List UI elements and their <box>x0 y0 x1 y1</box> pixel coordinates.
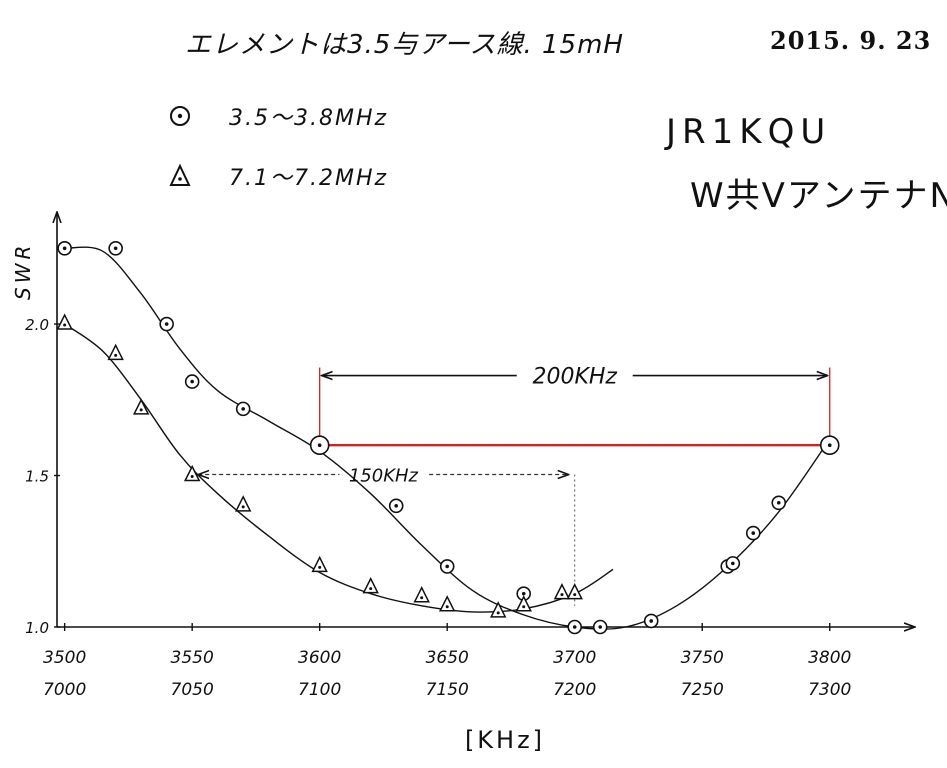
data-point-circle-dot <box>598 625 603 629</box>
y-axis-label: SWR <box>11 242 35 300</box>
x-tick-label-bottom: 7100 <box>298 680 341 700</box>
data-point-triangle <box>234 495 252 512</box>
x-tick-label-top: 3800 <box>808 648 851 668</box>
x-tick-label-top: 3750 <box>681 648 724 668</box>
data-point-circle-dot <box>445 564 449 569</box>
data-point-circle-dot <box>394 504 398 508</box>
date-label: 2015. 9. 23 <box>770 26 932 55</box>
data-point-triangle-dot <box>318 565 322 569</box>
data-point-circle-dot <box>113 246 118 251</box>
x-tick-label-top: 3500 <box>43 648 86 668</box>
data-point-triangle <box>515 595 532 612</box>
x-tick-label-bottom: 7300 <box>808 680 851 700</box>
x-tick-label-bottom: 7150 <box>426 680 469 700</box>
data-point-triangle-dot <box>573 593 577 597</box>
dimension-label-200: 200KHz <box>532 365 617 390</box>
data-point-triangle-dot <box>369 587 373 591</box>
data-point-triangle <box>553 582 571 600</box>
data-point-circle-dot <box>521 591 526 596</box>
data-point-circle-dot <box>62 246 67 251</box>
data-point-triangle <box>107 343 124 361</box>
legend-item-triangle-series: 7.1〜7.2MHz <box>165 158 388 194</box>
series-points-circle <box>57 240 840 635</box>
data-point-circle-dot <box>164 322 169 326</box>
x-tick-label-top: 3600 <box>298 648 341 668</box>
y-tick-label: 1.5 <box>25 468 49 486</box>
data-point-circle-dot <box>731 561 735 566</box>
condition-note: エレメントは3.5与アース線. 15mH <box>185 30 624 60</box>
x-axis-label: [KHz] <box>465 726 545 754</box>
data-point-circle-dot <box>827 443 832 448</box>
dimension-label-bg-200 <box>516 359 633 386</box>
data-point-triangle <box>489 601 507 618</box>
circle-dot-marker-icon <box>170 106 190 126</box>
data-point-triangle-dot <box>496 611 500 615</box>
callsign-label: JR1KQU <box>666 112 832 152</box>
x-tick-label-bottom: 7250 <box>681 680 724 700</box>
data-point-triangle-dot <box>63 323 67 327</box>
x-tick-label-bottom: 7200 <box>553 680 596 700</box>
x-tick-label-top: 3550 <box>171 648 214 668</box>
dimension-label-bg-150 <box>339 462 428 485</box>
data-point-triangle <box>438 595 456 612</box>
data-point-triangle <box>413 586 430 603</box>
series-points-triangle <box>56 313 583 618</box>
data-point-triangle-dot <box>522 605 526 609</box>
data-point-triangle-dot <box>241 505 245 509</box>
data-point-triangle-dot <box>190 475 194 479</box>
x-tick-label-bottom: 7050 <box>171 680 214 700</box>
y-tick-label: 1.0 <box>25 619 49 637</box>
x-tick-label-top: 3650 <box>426 648 469 668</box>
antenna-name-label: W共ⅤアンテナN <box>690 176 947 216</box>
data-point-triangle-dot <box>445 605 449 609</box>
data-point-triangle-dot <box>114 353 118 357</box>
dimension-label-150: 150KHz <box>349 466 419 487</box>
legend-label-circle-series: 3.5〜3.8MHz <box>229 106 389 131</box>
data-point-triangle-dot <box>139 408 143 412</box>
data-point-triangle <box>183 464 201 482</box>
x-tick-label-bottom: 7000 <box>43 680 86 700</box>
data-point-triangle <box>311 555 328 573</box>
legend-item-circle-series: 3.5〜3.8MHz <box>165 98 388 134</box>
y-tick-label: 2.0 <box>25 316 49 334</box>
data-point-circle-dot <box>190 379 194 384</box>
data-point-circle-dot <box>776 500 781 505</box>
legend-label-triangle-series: 7.1〜7.2MHz <box>229 166 389 191</box>
data-point-triangle <box>56 313 73 330</box>
data-point-triangle-dot <box>560 593 564 597</box>
data-point-circle-dot <box>317 443 322 448</box>
data-point-triangle <box>132 398 150 415</box>
data-point-triangle-dot <box>420 596 424 600</box>
data-point-circle-dot <box>241 407 245 411</box>
series-curve-circle <box>64 246 831 630</box>
data-point-triangle <box>566 582 583 600</box>
triangle-marker-icon <box>169 163 191 186</box>
data-point-circle-dot <box>572 625 577 629</box>
data-point-triangle <box>362 576 379 594</box>
x-tick-label-top: 3700 <box>553 648 596 668</box>
data-point-circle-dot <box>751 531 756 535</box>
data-point-circle-dot <box>649 619 654 623</box>
